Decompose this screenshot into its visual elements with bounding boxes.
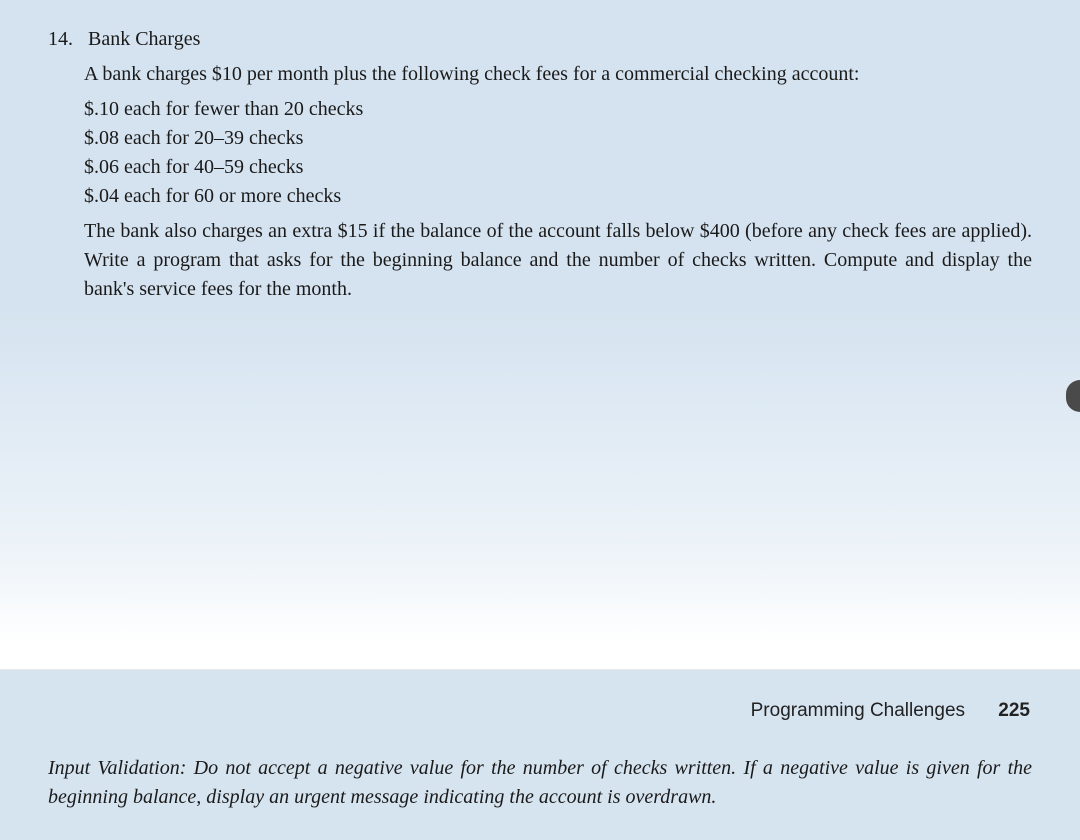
blank-space	[0, 310, 1080, 642]
problem-title: Bank Charges	[88, 24, 200, 54]
problem-number: 14.	[48, 24, 84, 54]
textbook-page: 14. Bank Charges A bank charges $10 per …	[0, 0, 1080, 840]
problem-block: 14. Bank Charges A bank charges $10 per …	[0, 0, 1080, 310]
page-footer: Programming Challenges 225	[48, 700, 1032, 722]
fee-list: $.10 each for fewer than 20 checks $.08 …	[84, 95, 1032, 211]
explanation-paragraph: The bank also charges an extra $15 if th…	[84, 217, 1032, 304]
problem-heading-row: 14. Bank Charges	[48, 24, 1032, 54]
input-validation-note: Input Validation: Do not accept a negati…	[48, 754, 1032, 812]
fee-item: $.06 each for 40–59 checks	[84, 153, 1032, 182]
section-label: Programming Challenges	[751, 700, 965, 721]
intro-paragraph: A bank charges $10 per month plus the fo…	[84, 60, 1032, 89]
problem-body: A bank charges $10 per month plus the fo…	[84, 60, 1032, 304]
page-number: 225	[998, 700, 1030, 722]
fee-item: $.08 each for 20–39 checks	[84, 124, 1032, 153]
bottom-section: Programming Challenges 225 Input Validat…	[0, 670, 1080, 840]
fee-item: $.04 each for 60 or more checks	[84, 182, 1032, 211]
page-gutter-band	[0, 642, 1080, 670]
fee-item: $.10 each for fewer than 20 checks	[84, 95, 1032, 124]
